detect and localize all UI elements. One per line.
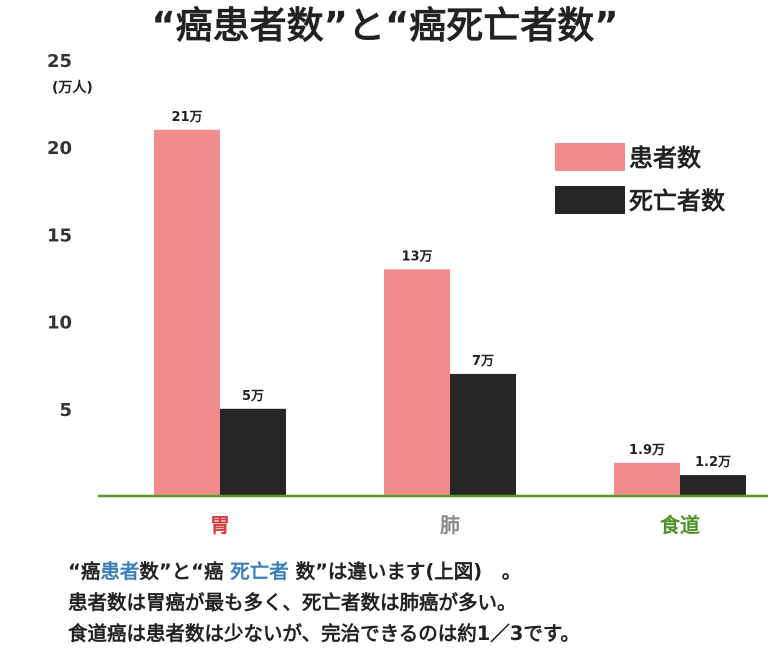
y-tick-label: 20 (47, 138, 72, 159)
y-axis-unit: (万人) (52, 79, 93, 96)
bar-chart: “癌患者数”と“癌死亡者数” (万人) 5 10 15 20 25 21万 5万胃 13万 7万肺 1… (47, 4, 768, 537)
caption-text: 数”と“癌 (139, 560, 231, 583)
bar-patients (614, 462, 680, 496)
caption-text: 数”は違います(上図) 。 (288, 560, 522, 583)
caption-line-3: 食道癌は患者数は少ないが、完治できるのは約1／3です。 (68, 622, 580, 645)
caption: “癌患者数”と“癌 死亡者 数”は違います(上図) 。 患者数は胃癌が最も多く、… (68, 556, 580, 649)
chart-title: “癌患者数”と“癌死亡者数” (151, 4, 618, 47)
caption-highlight-deaths: 死亡者 (230, 560, 289, 583)
caption-highlight-patients: 患者 (100, 560, 140, 583)
bar-value-label: 13万 (401, 249, 432, 264)
bar-deaths (220, 408, 286, 496)
x-category-label: 食道 (660, 513, 700, 537)
caption-line-1: “癌患者数”と“癌 死亡者 数”は違います(上図) 。 (68, 556, 580, 587)
y-tick-label: 15 (47, 225, 72, 246)
y-tick-label: 10 (47, 313, 72, 334)
x-category-label: 肺 (440, 513, 460, 537)
caption-line-2: 患者数は胃癌が最も多く、死亡者数は肺癌が多い。 (68, 591, 517, 614)
bar-value-label: 5万 (242, 389, 264, 404)
bar-patients (154, 129, 220, 496)
legend-label: 死亡者数 (629, 187, 726, 215)
bar-value-label: 1.9万 (629, 443, 665, 458)
bar-value-label: 1.2万 (695, 455, 731, 470)
x-category-label: 胃 (210, 513, 230, 537)
y-tick-label: 25 (47, 51, 72, 72)
y-tick-label: 5 (59, 400, 72, 421)
caption-text: “癌 (68, 560, 101, 583)
bar-deaths (680, 475, 746, 496)
legend-label: 患者数 (629, 144, 702, 172)
bar-value-label: 7万 (472, 354, 494, 369)
legend-swatch (555, 186, 625, 214)
legend-swatch (555, 143, 625, 171)
bar-patients (384, 269, 450, 496)
bar-deaths (450, 373, 516, 496)
bar-value-label: 21万 (171, 110, 202, 125)
